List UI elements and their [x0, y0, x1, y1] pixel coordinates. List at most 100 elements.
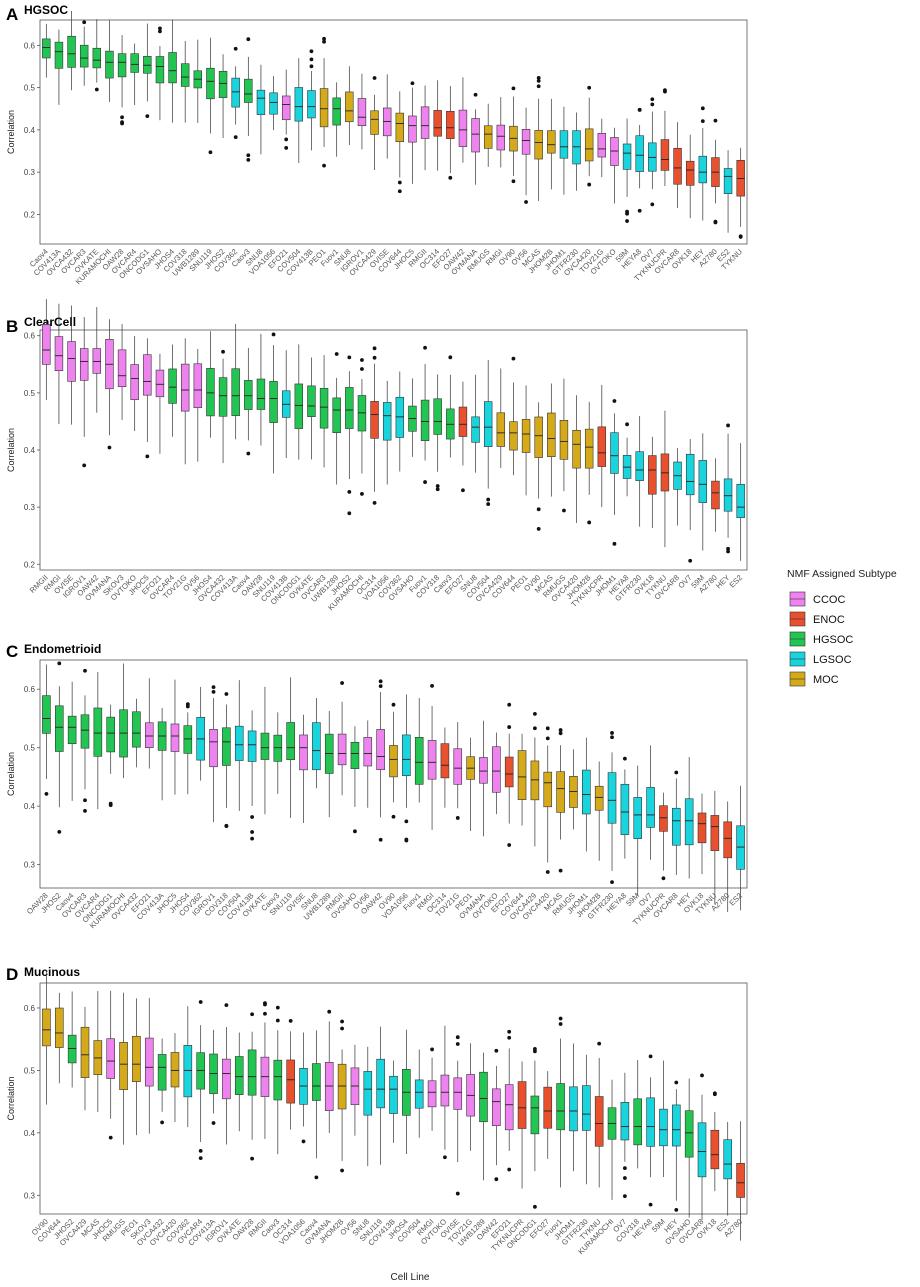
box-body	[736, 483, 745, 519]
box-5	[93, 672, 103, 810]
box-23	[319, 354, 329, 468]
y-tick-label: 0.6	[24, 332, 36, 341]
box-body	[168, 368, 177, 404]
box-body	[517, 750, 527, 800]
box-body	[646, 1097, 655, 1147]
outlier-point	[347, 355, 352, 360]
box-body	[54, 336, 64, 371]
outlier-point	[120, 115, 124, 120]
outlier-point	[610, 735, 614, 740]
box-28	[389, 702, 398, 819]
box-7	[119, 663, 128, 779]
box-51	[684, 757, 694, 879]
box-9	[144, 678, 154, 769]
box-body	[67, 715, 77, 745]
box-body	[659, 1108, 668, 1147]
y-axis-label: Correlation	[6, 428, 16, 472]
box-22	[307, 49, 316, 151]
box-body	[504, 1084, 514, 1131]
box-51	[673, 122, 682, 209]
y-tick-label: 0.6	[24, 1004, 36, 1013]
box-body	[332, 397, 341, 434]
outlier-point	[410, 81, 415, 86]
box-body	[256, 378, 266, 410]
outlier-point	[622, 1176, 627, 1180]
box-11	[170, 679, 180, 795]
box-7	[117, 35, 127, 126]
box-45	[597, 118, 607, 178]
box-38	[509, 356, 518, 476]
box-body	[547, 412, 556, 457]
box-30	[408, 81, 417, 184]
outlier-point	[340, 1019, 344, 1024]
box-body	[420, 399, 430, 441]
box-body	[582, 1085, 591, 1131]
box-body	[433, 398, 442, 435]
box-body	[170, 723, 180, 752]
box-body	[370, 401, 379, 439]
box-8	[132, 698, 141, 768]
box-body	[180, 363, 190, 412]
outlier-point	[83, 808, 87, 813]
box-55	[736, 1121, 745, 1241]
box-body	[180, 63, 190, 87]
box-34	[458, 77, 468, 163]
box-body	[286, 722, 295, 761]
legend-item-enoc: ENOC	[789, 611, 845, 627]
box-body	[584, 428, 594, 469]
box-16	[234, 680, 244, 811]
box-body	[723, 478, 733, 512]
y-tick-label: 0.5	[24, 389, 36, 398]
box-body	[130, 53, 139, 73]
box-5	[92, 307, 102, 413]
box-body	[319, 388, 329, 429]
box-25	[350, 726, 360, 834]
outlier-point	[448, 175, 453, 180]
box-47	[622, 422, 632, 497]
box-29	[402, 1029, 411, 1154]
box-body	[193, 363, 203, 408]
outlier-point	[545, 736, 550, 741]
legend: NMF Assigned Subtype CCOC ENOC HGSOC LGSOC MO…	[787, 568, 897, 687]
box-body	[106, 716, 115, 753]
box-body	[357, 98, 367, 127]
y-tick-label: 0.3	[24, 503, 36, 512]
outlier-point	[378, 837, 383, 842]
box-body	[345, 91, 354, 123]
outlier-point	[347, 511, 352, 516]
box-3	[67, 681, 77, 801]
outlier-point	[301, 1139, 306, 1144]
box-body	[496, 124, 506, 151]
box-body	[483, 125, 493, 149]
outlier-point	[423, 480, 427, 484]
box-body	[350, 742, 360, 769]
outlier-point	[224, 1003, 229, 1008]
box-body	[319, 88, 329, 128]
y-axis-label: Correlation	[6, 752, 16, 796]
box-6	[106, 990, 115, 1140]
box-12	[183, 1006, 193, 1128]
box-42	[559, 106, 569, 195]
outlier-point	[558, 1022, 563, 1026]
y-tick-label: 0.6	[24, 685, 36, 694]
box-1	[42, 299, 51, 400]
outlier-point	[221, 349, 225, 354]
outlier-point	[726, 549, 730, 554]
box-body	[672, 807, 681, 846]
outlier-point	[360, 367, 364, 371]
y-tick-label: 0.3	[24, 1191, 36, 1200]
box-body	[530, 1095, 540, 1135]
box-body	[92, 47, 102, 69]
outlier-point	[211, 685, 216, 690]
outlier-point	[284, 146, 289, 150]
box-body	[672, 1104, 681, 1147]
box-body	[222, 1058, 231, 1100]
outlier-point	[435, 487, 440, 492]
box-body	[363, 1071, 373, 1116]
box-body	[534, 130, 543, 160]
box-53	[710, 1091, 720, 1192]
box-body	[395, 396, 405, 438]
box-body	[332, 97, 341, 126]
box-27	[370, 346, 379, 505]
